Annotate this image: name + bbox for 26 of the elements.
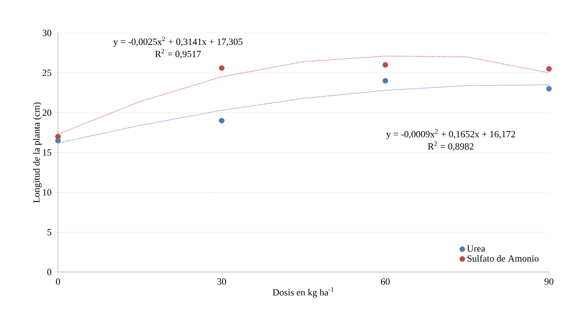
- x-tick-label: 60: [381, 278, 390, 285]
- point: [218, 118, 224, 124]
- x-tick-label: 0: [56, 278, 60, 285]
- legend-label: Urea: [467, 245, 486, 252]
- y-tick-label: 25: [42, 70, 52, 76]
- x-axis-title: Dosis en kg ha$^{-1}$: [272, 287, 334, 298]
- y-tick-label: 30: [42, 30, 52, 36]
- y-axis-title: Longitud de la planta (cm): [33, 102, 42, 203]
- y-tick-label: 20: [42, 109, 52, 116]
- point: [382, 62, 388, 68]
- point: [218, 65, 224, 71]
- point: [55, 134, 61, 140]
- y-tick-label: 15: [43, 149, 52, 156]
- point: [382, 78, 388, 84]
- annotation: R$^{2}$ = 0,9517: [155, 48, 201, 59]
- point: [546, 86, 552, 92]
- y-tick-label: 10: [43, 189, 52, 196]
- point: [546, 66, 552, 72]
- y-tick-label: 5: [47, 229, 52, 236]
- annotation: y = -0,0009x$^{2}$ + 0,1652x + 16,172: [386, 129, 516, 140]
- annotation: R$^{2}$ = 0,8982: [428, 141, 474, 151]
- y-tick-label: 0: [47, 268, 52, 276]
- annotation: y = -0,0025x$^{2}$ + 0,3141x + 17,305: [113, 36, 242, 47]
- legend-label: Sulfato de Amonio: [468, 254, 539, 262]
- x-tick-label: 90: [544, 278, 554, 285]
- x-tick-label: 30: [217, 278, 226, 285]
